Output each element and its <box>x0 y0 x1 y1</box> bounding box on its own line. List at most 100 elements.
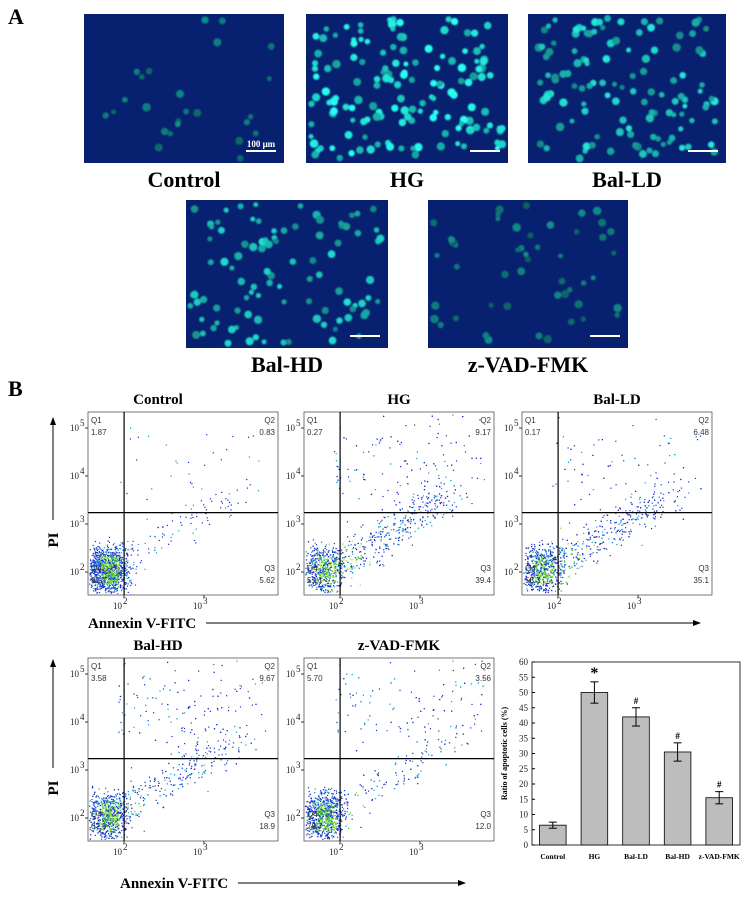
event <box>363 548 365 550</box>
event <box>120 481 122 483</box>
nucleus <box>447 236 455 243</box>
event <box>114 569 116 571</box>
event <box>387 489 389 492</box>
event <box>109 569 112 571</box>
nucleus <box>250 283 258 291</box>
event <box>655 418 657 421</box>
event <box>324 567 326 569</box>
event <box>95 564 97 566</box>
event <box>543 575 545 578</box>
event <box>100 587 103 590</box>
event <box>341 550 343 552</box>
event <box>356 469 358 471</box>
event <box>119 559 121 561</box>
event <box>106 569 108 571</box>
event <box>99 587 101 589</box>
event <box>116 561 118 563</box>
event <box>97 546 99 548</box>
event <box>107 556 109 558</box>
nucleus <box>606 147 615 156</box>
nucleus <box>494 139 501 146</box>
event <box>94 550 96 552</box>
event <box>545 559 547 561</box>
event <box>325 569 327 571</box>
event <box>661 504 663 506</box>
nucleus <box>280 339 287 346</box>
event <box>137 549 139 551</box>
event <box>637 506 639 508</box>
event <box>340 582 343 584</box>
event <box>538 590 540 592</box>
event <box>610 527 612 529</box>
event <box>100 561 102 563</box>
event <box>98 569 100 571</box>
event <box>669 455 671 457</box>
event <box>607 465 609 467</box>
event <box>535 562 537 564</box>
event <box>355 445 358 447</box>
event <box>328 562 330 565</box>
nucleus <box>373 227 380 233</box>
event <box>115 548 117 550</box>
event <box>161 547 163 549</box>
event <box>120 567 122 569</box>
event <box>551 563 553 565</box>
event <box>97 567 99 569</box>
event <box>97 556 99 558</box>
event <box>346 568 348 571</box>
nucleus <box>586 82 593 90</box>
event <box>393 513 395 515</box>
event <box>603 515 605 517</box>
event <box>480 462 482 465</box>
nucleus <box>234 307 241 314</box>
event <box>360 526 362 528</box>
event <box>537 574 539 576</box>
event <box>331 589 333 591</box>
nucleus <box>581 101 587 107</box>
event <box>402 520 404 522</box>
event <box>95 559 97 561</box>
event <box>323 570 325 572</box>
event <box>114 576 116 578</box>
event <box>531 567 533 569</box>
event <box>245 501 247 504</box>
event <box>115 546 117 548</box>
nucleus <box>360 311 369 320</box>
event <box>112 563 114 565</box>
nucleus <box>330 107 338 116</box>
event <box>105 589 107 591</box>
event <box>606 532 608 534</box>
event <box>106 582 108 584</box>
event <box>341 564 343 566</box>
event <box>98 592 101 594</box>
nucleus <box>313 73 320 80</box>
quadrant-value: 5.62 <box>259 576 275 585</box>
nucleus <box>578 85 586 92</box>
event <box>531 543 533 545</box>
event <box>529 584 531 586</box>
quadrant-value: 0.83 <box>259 428 275 437</box>
event <box>616 544 618 546</box>
event <box>230 514 232 516</box>
event <box>95 551 98 554</box>
event <box>427 481 429 483</box>
event <box>248 436 250 438</box>
event <box>447 465 449 467</box>
event <box>94 576 96 578</box>
event <box>682 467 685 469</box>
micrograph <box>428 200 628 348</box>
nucleus <box>334 239 342 247</box>
event <box>121 557 124 559</box>
event <box>332 579 334 581</box>
event <box>104 570 106 572</box>
event <box>113 574 115 576</box>
event <box>435 505 437 507</box>
event <box>328 578 331 580</box>
event <box>324 545 327 548</box>
event <box>94 568 96 570</box>
event <box>700 488 702 490</box>
nucleus <box>192 330 201 339</box>
nucleus <box>321 306 329 315</box>
event <box>638 515 640 517</box>
event <box>548 567 550 569</box>
